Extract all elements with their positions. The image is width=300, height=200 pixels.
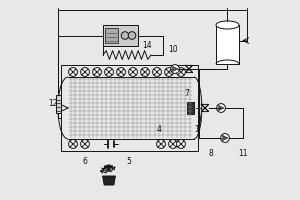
Polygon shape (172, 66, 178, 72)
Bar (216, 25, 239, 64)
Circle shape (220, 134, 230, 142)
Bar (56, 95, 61, 113)
Ellipse shape (216, 21, 239, 29)
Circle shape (69, 140, 77, 148)
Circle shape (141, 68, 149, 76)
Text: 10: 10 (168, 45, 178, 53)
Text: 6: 6 (82, 156, 87, 166)
Bar (103, 25, 138, 46)
Text: 11: 11 (238, 148, 248, 158)
Circle shape (169, 140, 177, 148)
Circle shape (177, 140, 185, 148)
Circle shape (129, 68, 137, 76)
Circle shape (81, 68, 89, 76)
Circle shape (128, 32, 136, 39)
Circle shape (177, 68, 185, 76)
Text: 8: 8 (208, 148, 213, 158)
Polygon shape (219, 105, 224, 111)
Circle shape (81, 140, 89, 148)
Text: 7: 7 (184, 88, 189, 98)
Circle shape (153, 68, 161, 76)
Polygon shape (103, 176, 116, 185)
Text: 4: 4 (157, 126, 161, 134)
Text: 14: 14 (142, 42, 152, 50)
Circle shape (165, 68, 173, 76)
Circle shape (171, 65, 179, 73)
Text: 1: 1 (195, 124, 200, 134)
Circle shape (69, 68, 77, 76)
Bar (105, 28, 118, 43)
Bar (61, 65, 198, 151)
Circle shape (93, 68, 101, 76)
Circle shape (117, 68, 125, 76)
Polygon shape (223, 135, 228, 141)
Text: 5: 5 (127, 156, 131, 166)
Circle shape (217, 104, 225, 112)
Text: 12: 12 (48, 98, 58, 108)
Circle shape (157, 140, 165, 148)
Circle shape (105, 68, 113, 76)
Circle shape (121, 32, 129, 39)
Bar (187, 102, 194, 114)
